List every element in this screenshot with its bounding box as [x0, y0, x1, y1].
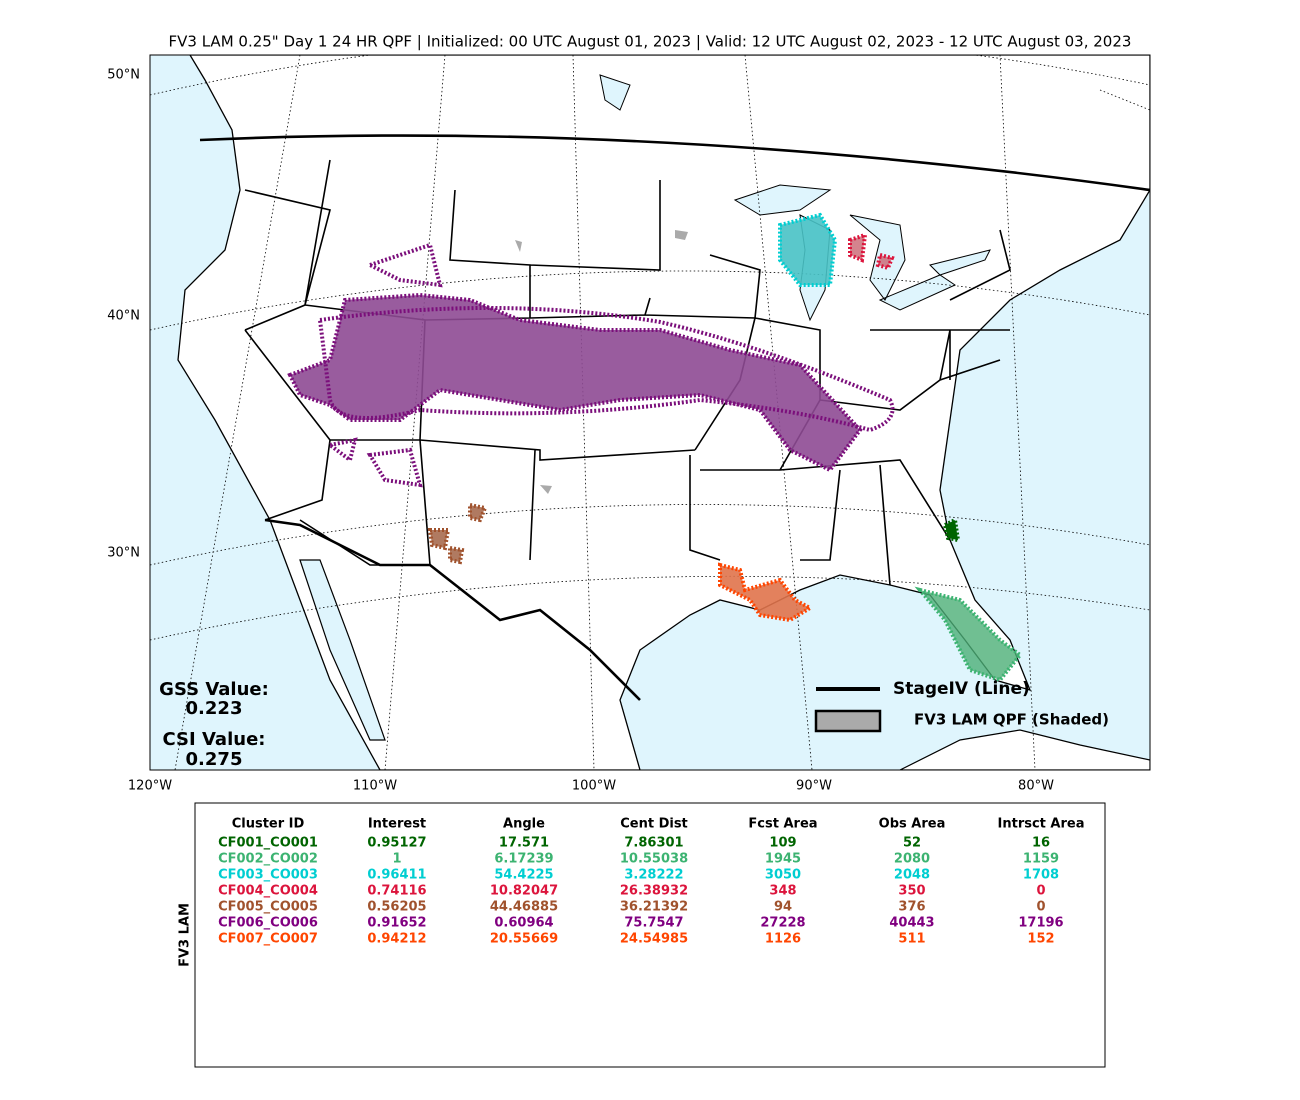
- table-cell: 10.82047: [490, 884, 558, 899]
- table-cell: 26.38932: [620, 884, 688, 899]
- table-cell: 1126: [765, 932, 801, 947]
- clusters: [287, 212, 1023, 683]
- table-cell: 376: [898, 900, 925, 915]
- table-cell: 3.28222: [624, 868, 683, 883]
- legend-swatch: [814, 709, 882, 733]
- table-frame: [194, 802, 1106, 1068]
- csi-value: 0.275: [186, 749, 243, 770]
- table-cell: 27228: [760, 916, 805, 931]
- table-cell: 0: [1036, 884, 1045, 899]
- table-cell: 350: [898, 884, 925, 899]
- gss-label: GSS Value:: [159, 679, 269, 700]
- table-cell: 0.74116: [367, 884, 426, 899]
- title: FV3 LAM 0.25" Day 1 24 HR QPF | Initiali…: [169, 33, 1132, 51]
- table-cell: 17.571: [499, 836, 549, 851]
- table-cell: 0: [1036, 900, 1045, 915]
- table-cell: CF003_CO003: [218, 868, 318, 883]
- table-cell: 2080: [894, 852, 930, 867]
- lat-label: 50°N: [107, 68, 140, 83]
- scores: GSS Value: 0.223 CSI Value: 0.275: [159, 679, 269, 770]
- table-cell: 94: [774, 900, 792, 915]
- table-cell: 0.94212: [367, 932, 426, 947]
- legend-label: FV3 LAM QPF (Shaded): [914, 711, 1109, 729]
- table-cell: 3050: [765, 868, 801, 883]
- table-cell: 0.96411: [367, 868, 426, 883]
- lon-label: 110°W: [353, 779, 397, 794]
- table-cell: 7.86301: [624, 836, 683, 851]
- table-cell: CF007_CO007: [218, 932, 318, 947]
- table-cell: 17196: [1018, 916, 1063, 931]
- lon-label: 120°W: [128, 779, 172, 794]
- table-cell: 0.56205: [367, 900, 426, 915]
- lon-label: 100°W: [572, 779, 616, 794]
- lat-label: 30°N: [107, 546, 140, 561]
- legend-label: StageIV (Line): [893, 679, 1030, 699]
- table-cell: 16: [1032, 836, 1050, 851]
- table-cell: 1945: [765, 852, 801, 867]
- table-cell: 0.91652: [367, 916, 426, 931]
- table-cell: 6.17239: [494, 852, 553, 867]
- table-cell: 20.55669: [490, 932, 558, 947]
- table-cell: 10.55038: [620, 852, 688, 867]
- table-cell: 1: [392, 852, 401, 867]
- table-cell: 109: [769, 836, 796, 851]
- table-header: Angle: [503, 817, 545, 832]
- table-cell: CF004_CO004: [218, 884, 318, 899]
- table-header: Intrsct Area: [998, 817, 1085, 832]
- table-cell: 40443: [889, 916, 934, 931]
- lat-label: 40°N: [107, 309, 140, 324]
- table-cell: 2048: [894, 868, 930, 883]
- table-side-label: FV3 LAM: [178, 903, 193, 967]
- map: 50°N 40°N 30°N 120°W 110°W 100°W 90°W 80…: [107, 54, 1151, 794]
- table-cell: 0.60964: [494, 916, 553, 931]
- table-header: Cent Dist: [620, 817, 688, 832]
- stats-table: FV3 LAM Cluster ID Interest Angle Cent Dist…: [178, 802, 1106, 1068]
- table-cell: 24.54985: [620, 932, 688, 947]
- table-cell: 36.21392: [620, 900, 688, 915]
- gss-value: 0.223: [186, 698, 243, 719]
- table-header: Obs Area: [879, 817, 946, 832]
- table-cell: 511: [898, 932, 925, 947]
- table-cell: CF001_CO001: [218, 836, 318, 851]
- table-header: Cluster ID: [232, 817, 305, 832]
- table-cell: CF002_CO002: [218, 852, 318, 867]
- table-cell: 44.46885: [490, 900, 558, 915]
- csi-label: CSI Value:: [163, 729, 266, 750]
- table-cell: CF006_CO006: [218, 916, 318, 931]
- graticule: [150, 55, 1150, 770]
- table-cell: 54.4225: [494, 868, 553, 883]
- table-cell: 152: [1027, 932, 1054, 947]
- table-cell: 1708: [1023, 868, 1059, 883]
- lon-label: 90°W: [796, 779, 832, 794]
- table-cell: 52: [903, 836, 921, 851]
- table-header: Fcst Area: [748, 817, 817, 832]
- table-header: Interest: [368, 817, 426, 832]
- table-cell: 75.7547: [624, 916, 683, 931]
- lon-label: 80°W: [1018, 779, 1054, 794]
- table-cell: 1159: [1023, 852, 1059, 867]
- table-cell: CF005_CO005: [218, 900, 318, 915]
- table-cell: 348: [769, 884, 796, 899]
- table-cell: 0.95127: [367, 836, 426, 851]
- legend: StageIV (Line) FV3 LAM QPF (Shaded): [814, 679, 1109, 733]
